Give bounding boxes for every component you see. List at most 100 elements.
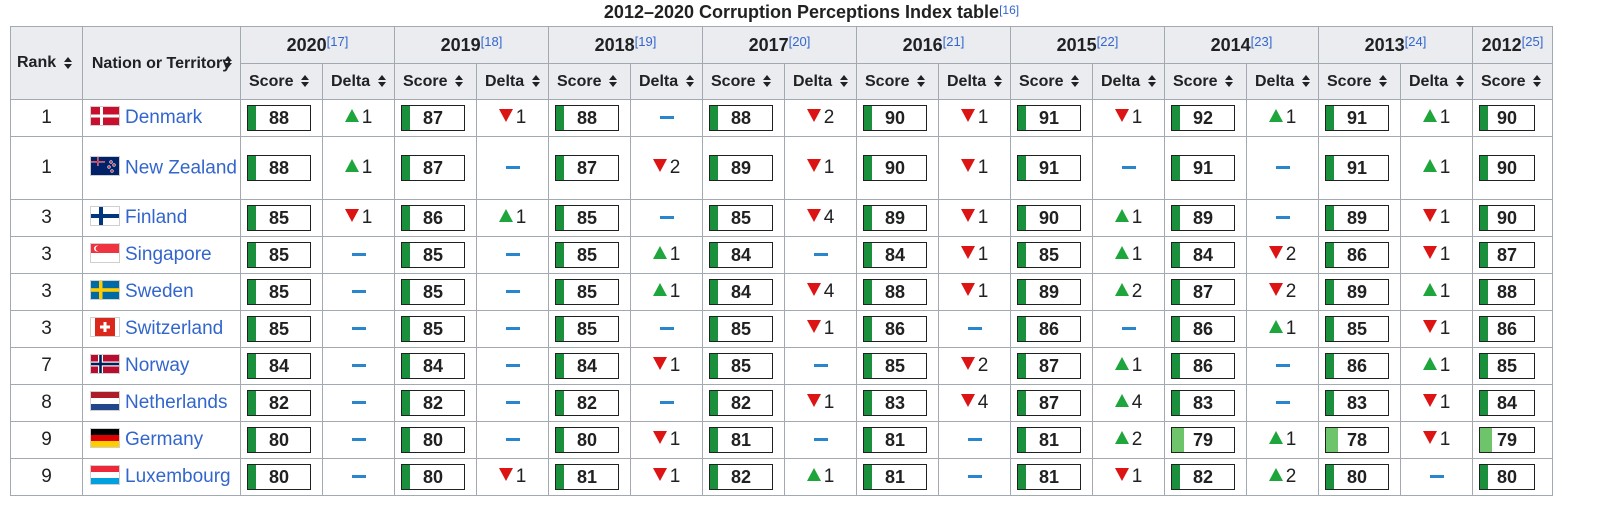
year-reference-link[interactable]: [18]	[480, 33, 503, 49]
score-box: 85	[555, 316, 619, 342]
score-box: 91	[1017, 105, 1081, 131]
sort-icon[interactable]	[301, 75, 310, 88]
nation-link[interactable]: Switzerland	[125, 317, 224, 339]
score-bar	[710, 354, 718, 378]
score-header-2015[interactable]: Score	[1010, 63, 1093, 100]
score-box: 82	[1171, 464, 1235, 490]
score-cell: 90	[856, 99, 939, 137]
delta-cell	[938, 310, 1011, 348]
year-reference-link[interactable]: [21]	[942, 33, 965, 49]
nation-link[interactable]: Netherlands	[125, 391, 228, 413]
delta-value: 1	[515, 206, 527, 228]
delta-header-2018[interactable]: Delta	[630, 63, 703, 100]
nation-link[interactable]: Denmark	[125, 106, 203, 128]
score-cell: 85	[702, 310, 785, 348]
singapore-flag-icon	[90, 242, 120, 263]
score-cell: 82	[394, 384, 477, 422]
increase-arrow-icon	[1114, 246, 1129, 260]
sort-icon[interactable]	[378, 75, 387, 88]
delta-cell	[476, 421, 549, 459]
rank-cell: 9	[10, 421, 83, 459]
no-change-dash-icon	[1275, 364, 1290, 368]
year-reference-link[interactable]: [23]	[1250, 33, 1273, 49]
score-header-2020[interactable]: Score	[240, 63, 323, 100]
sort-icon[interactable]	[1225, 75, 1234, 88]
year-reference-link[interactable]: [20]	[788, 33, 811, 49]
increase-arrow-icon	[652, 246, 667, 260]
sort-icon[interactable]	[917, 75, 926, 88]
delta-cell	[322, 273, 395, 311]
sort-icon[interactable]	[1148, 75, 1157, 88]
score-value: 92	[1192, 107, 1214, 128]
delta-header-2013[interactable]: Delta	[1400, 63, 1473, 100]
sort-icon[interactable]	[686, 75, 695, 88]
delta-cell	[322, 310, 395, 348]
delta-value: 1	[823, 391, 835, 413]
score-header-2016[interactable]: Score	[856, 63, 939, 100]
year-header-2013: 2013[24]	[1318, 26, 1473, 64]
score-box: 80	[1325, 464, 1389, 490]
nation-link[interactable]: Germany	[125, 428, 204, 450]
nation-header[interactable]: Nation or Territory	[82, 26, 241, 100]
increase-arrow-icon	[344, 109, 359, 123]
delta-header-2019[interactable]: Delta	[476, 63, 549, 100]
sort-icon[interactable]	[994, 75, 1003, 88]
switzerland-flag-icon	[90, 316, 120, 337]
nation-link[interactable]: Norway	[125, 354, 190, 376]
no-change-dash-icon	[967, 327, 982, 331]
caption-reference-link[interactable]: [16]	[999, 3, 1020, 17]
nation-link[interactable]: Luxembourg	[125, 465, 231, 487]
nation-link[interactable]: Singapore	[125, 243, 212, 265]
score-bar	[248, 465, 256, 489]
sort-icon[interactable]	[532, 75, 541, 88]
year-reference-link[interactable]: [25]	[1521, 33, 1544, 49]
table-row: 3 Switzerland 85 85 85 85 1 86 86 86 1 85 1 86	[10, 310, 1553, 348]
sort-icon[interactable]	[1071, 75, 1080, 88]
delta-cell: 1	[1400, 273, 1473, 311]
score-value: 81	[1038, 429, 1060, 450]
delta-header-label: Delta	[793, 72, 833, 90]
delta-header-2017[interactable]: Delta	[784, 63, 857, 100]
score-header-2019[interactable]: Score	[394, 63, 477, 100]
decrease-arrow-icon	[960, 246, 975, 260]
delta-header-2020[interactable]: Delta	[322, 63, 395, 100]
delta-cell: 1	[1400, 421, 1473, 459]
sort-icon[interactable]	[840, 75, 849, 88]
delta-header-2016[interactable]: Delta	[938, 63, 1011, 100]
sort-icon[interactable]	[1302, 75, 1311, 88]
increase-arrow-icon	[1268, 468, 1283, 482]
score-header-2014[interactable]: Score	[1164, 63, 1247, 100]
sort-icon[interactable]	[455, 75, 464, 88]
score-cell: 87	[1472, 236, 1553, 274]
sort-icon[interactable]	[763, 75, 772, 88]
sort-icon[interactable]	[224, 56, 232, 68]
sort-icon[interactable]	[1379, 75, 1388, 88]
rank-header[interactable]: Rank	[10, 26, 83, 100]
score-cell: 88	[856, 273, 939, 311]
sort-icon[interactable]	[609, 75, 618, 88]
nation-link[interactable]: Sweden	[125, 280, 194, 302]
year-reference-link[interactable]: [17]	[326, 33, 349, 49]
delta-header-2014[interactable]: Delta	[1246, 63, 1319, 100]
score-header-2012[interactable]: Score	[1472, 63, 1553, 100]
nation-link[interactable]: New Zealand	[125, 157, 237, 179]
sort-icon[interactable]	[1533, 75, 1542, 88]
sort-icon[interactable]	[1456, 75, 1465, 88]
nation-link[interactable]: Finland	[125, 206, 188, 228]
score-header-2018[interactable]: Score	[548, 63, 631, 100]
score-cell: 89	[1164, 199, 1247, 237]
decrease-arrow-icon	[1114, 468, 1129, 482]
score-bar	[248, 391, 256, 415]
year-reference-link[interactable]: [24]	[1404, 33, 1427, 49]
sort-icon[interactable]	[64, 56, 73, 69]
score-value: 84	[730, 244, 752, 265]
increase-arrow-icon	[1268, 109, 1283, 123]
decrease-arrow-icon	[1422, 431, 1437, 445]
score-header-2017[interactable]: Score	[702, 63, 785, 100]
score-box: 87	[555, 155, 619, 181]
year-reference-link[interactable]: [19]	[634, 33, 657, 49]
score-cell: 91	[1318, 99, 1401, 137]
delta-header-2015[interactable]: Delta	[1092, 63, 1165, 100]
year-reference-link[interactable]: [22]	[1096, 33, 1119, 49]
score-header-2013[interactable]: Score	[1318, 63, 1401, 100]
